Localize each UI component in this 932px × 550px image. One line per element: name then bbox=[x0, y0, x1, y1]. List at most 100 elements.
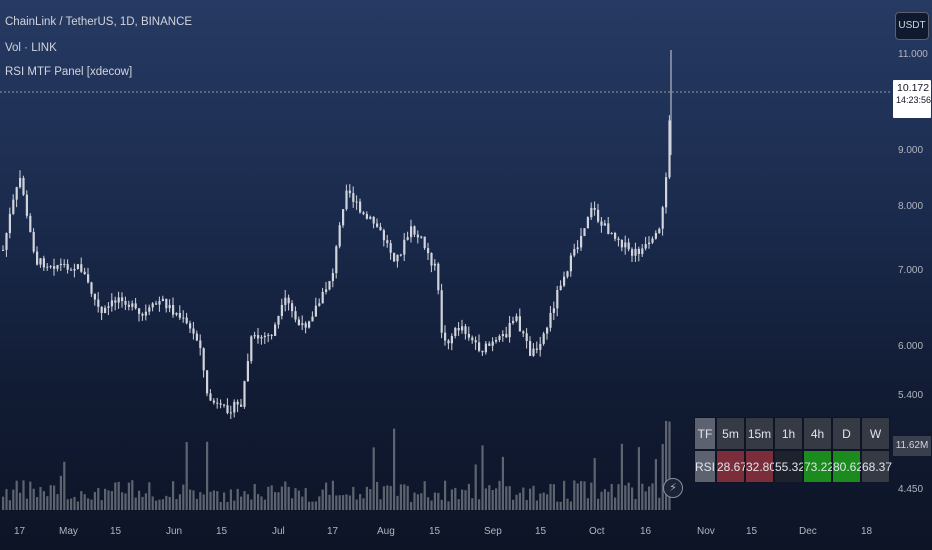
volume-bar bbox=[240, 496, 243, 510]
volume-bar bbox=[450, 489, 453, 510]
volume-bar bbox=[597, 498, 600, 510]
volume-bar bbox=[430, 500, 433, 510]
volume-bar bbox=[518, 492, 521, 510]
candle-body bbox=[396, 254, 399, 262]
candle-body bbox=[600, 221, 603, 226]
volume-bar bbox=[189, 489, 192, 510]
legend-volume[interactable]: Vol · LINK bbox=[5, 42, 57, 54]
candle-body bbox=[637, 248, 640, 255]
candle-body bbox=[243, 381, 246, 407]
candle-body bbox=[297, 319, 300, 326]
candle-body bbox=[661, 207, 664, 229]
volume-bar bbox=[464, 490, 467, 510]
volume-bar bbox=[658, 497, 661, 510]
candle-body bbox=[444, 332, 447, 341]
candle-body bbox=[155, 303, 158, 305]
rsi-value: 73.22 bbox=[803, 450, 834, 483]
volume-badge: 11.62M bbox=[893, 436, 931, 456]
volume-bar bbox=[488, 485, 491, 510]
volume-bar bbox=[661, 443, 664, 510]
candle-body bbox=[29, 215, 32, 232]
volume-bar bbox=[389, 486, 392, 510]
time-label: 18 bbox=[861, 526, 873, 537]
volume-bar bbox=[634, 499, 637, 510]
candle-body bbox=[610, 233, 613, 235]
candle-body bbox=[301, 323, 304, 326]
time-label: Jun bbox=[166, 526, 183, 537]
volume-bar bbox=[76, 501, 79, 510]
chart-canvas[interactable] bbox=[0, 0, 890, 520]
volume-bar bbox=[114, 482, 117, 510]
volume-bar bbox=[175, 499, 178, 510]
volume-bar bbox=[525, 500, 528, 510]
rsi-value: 28.67 bbox=[716, 450, 747, 483]
volume-bar bbox=[474, 464, 477, 510]
volume-bar bbox=[484, 488, 487, 510]
volume-bar bbox=[614, 497, 617, 510]
candle-body bbox=[39, 258, 42, 265]
currency-button[interactable]: USDT bbox=[895, 12, 929, 40]
volume-bar bbox=[257, 494, 260, 510]
volume-bar bbox=[413, 492, 416, 510]
candle-body bbox=[658, 228, 661, 233]
price-scale[interactable]: 11.000 9.000 8.000 7.000 6.000 5.400 4.4… bbox=[890, 0, 932, 520]
volume-bar bbox=[328, 494, 331, 510]
volume-bar bbox=[311, 501, 314, 510]
candle-body bbox=[352, 193, 355, 202]
candle-body bbox=[148, 307, 151, 312]
volume-bar bbox=[342, 495, 345, 510]
bar-countdown: 14:23:56 bbox=[896, 95, 932, 105]
volume-bar bbox=[195, 498, 198, 510]
candle-body bbox=[138, 308, 141, 314]
candle-body bbox=[634, 248, 637, 256]
legend-indicator[interactable]: RSI MTF Panel [xdecow] bbox=[5, 66, 133, 78]
candle-body bbox=[229, 412, 232, 414]
candle-body bbox=[93, 293, 96, 300]
volume-bar bbox=[182, 484, 185, 510]
legend-symbol[interactable]: ChainLink / TetherUS, 1D, BINANCE bbox=[5, 16, 193, 28]
time-label: Jul bbox=[272, 526, 285, 537]
candle-body bbox=[416, 234, 419, 238]
candle-body bbox=[127, 304, 130, 307]
candle-body bbox=[199, 340, 202, 349]
candle-body bbox=[311, 316, 314, 322]
candle-body bbox=[8, 213, 11, 234]
volume-bar bbox=[267, 486, 270, 510]
volume-bar bbox=[90, 499, 93, 510]
volume-bar bbox=[233, 500, 236, 510]
candle-body bbox=[121, 297, 124, 302]
volume-bar bbox=[495, 488, 498, 510]
candle-body bbox=[12, 199, 15, 214]
candle-body bbox=[189, 323, 192, 329]
candle-body bbox=[175, 312, 178, 315]
volume-bar bbox=[297, 490, 300, 510]
volume-bar bbox=[607, 491, 610, 510]
volume-bar bbox=[87, 498, 90, 510]
price-label: 7.000 bbox=[898, 265, 924, 276]
candle-body bbox=[185, 317, 188, 324]
volume-bar bbox=[73, 496, 76, 510]
candle-body bbox=[36, 251, 39, 265]
candle-body bbox=[104, 307, 107, 313]
volume-bar bbox=[131, 480, 134, 510]
candle-body bbox=[508, 322, 511, 338]
time-axis[interactable]: 17 May 15 Jun 15 Jul 17 Aug 15 Sep 15 Oc… bbox=[0, 520, 890, 550]
volume-bar bbox=[369, 489, 372, 510]
rsi-value: 68.37 bbox=[861, 450, 892, 483]
lightning-icon[interactable]: ⚡ bbox=[663, 478, 683, 498]
candle-body bbox=[563, 276, 566, 286]
volume-bar bbox=[280, 486, 283, 510]
volume-bar bbox=[586, 498, 589, 510]
price-label: 9.000 bbox=[898, 145, 924, 156]
volume-bar bbox=[335, 495, 338, 510]
candle-body bbox=[46, 266, 49, 268]
candle-body bbox=[59, 263, 62, 266]
volume-bar bbox=[569, 501, 572, 510]
candle-body bbox=[206, 370, 209, 394]
volume-bar bbox=[590, 482, 593, 510]
volume-bar bbox=[66, 499, 69, 510]
volume-bar bbox=[461, 489, 464, 510]
volume-bar bbox=[250, 499, 253, 510]
volume-bar bbox=[8, 500, 11, 510]
candle-body bbox=[495, 339, 498, 342]
